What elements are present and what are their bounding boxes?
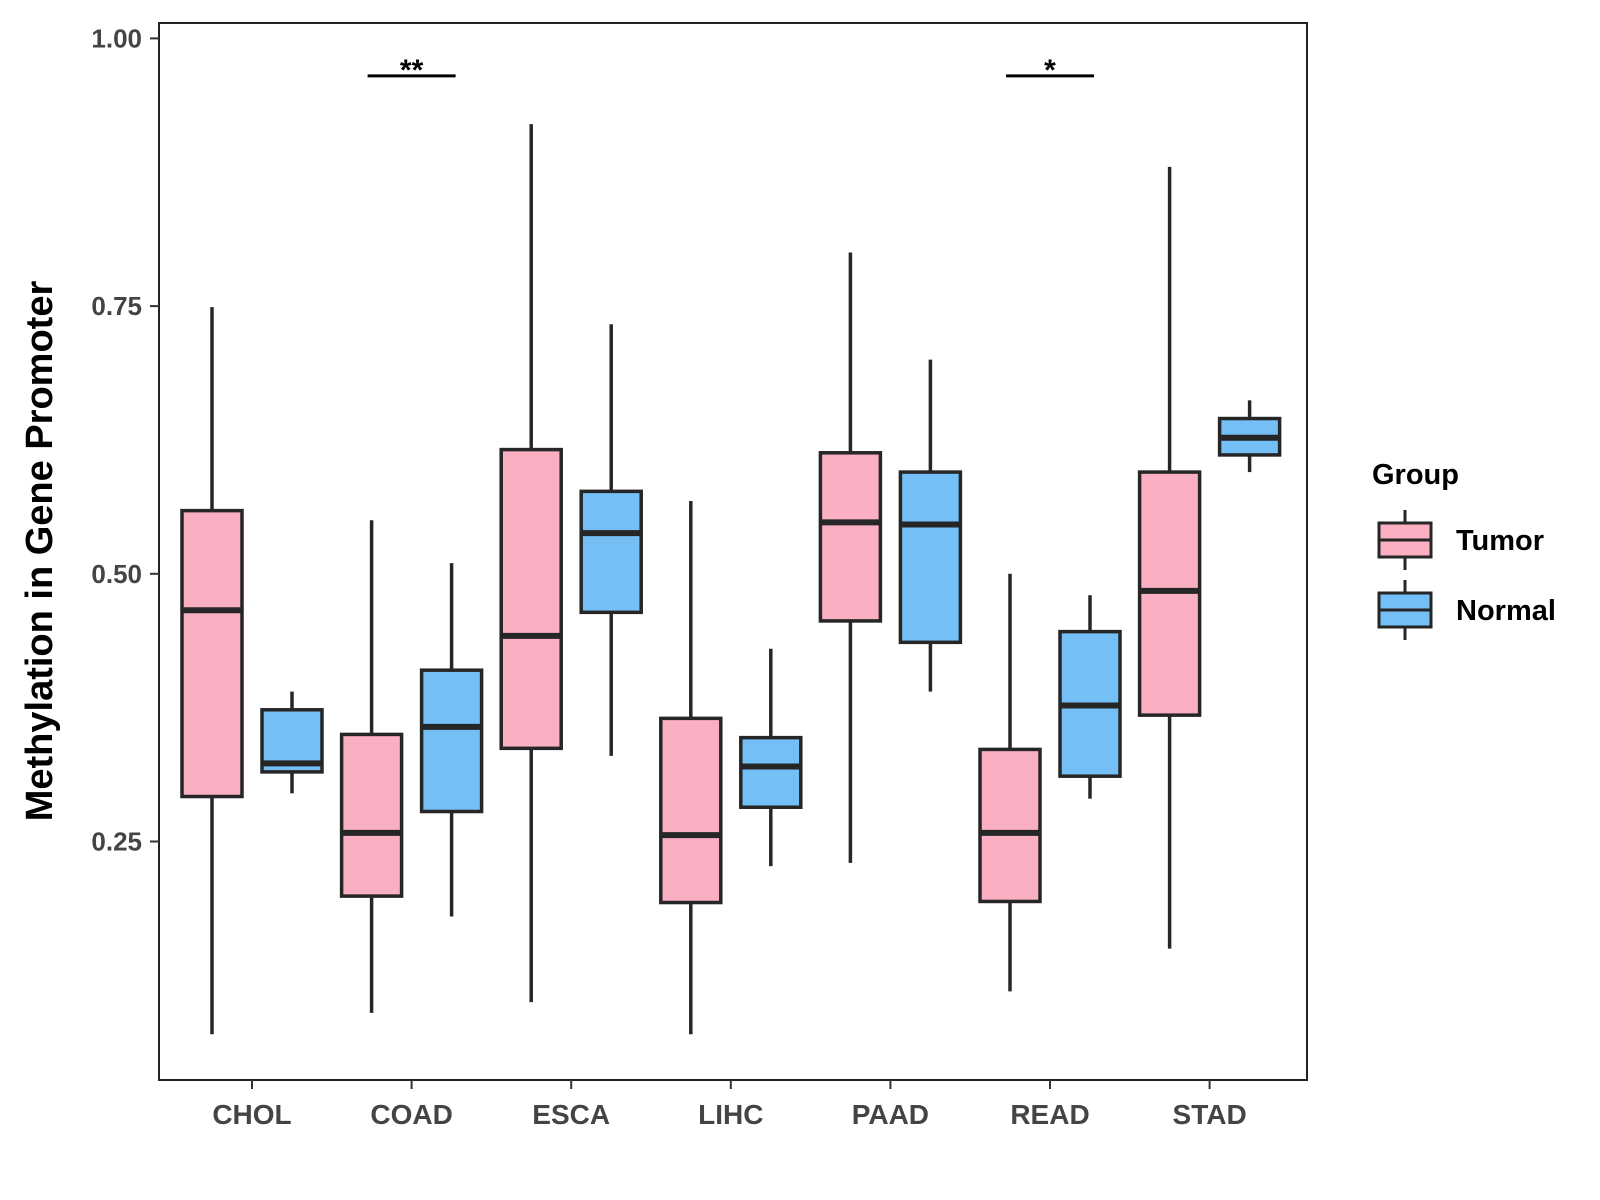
box-iqr (419, 668, 484, 814)
box-tumor-read (978, 573, 1042, 992)
box-iqr (978, 747, 1042, 904)
legend-label: Normal (1456, 595, 1556, 627)
box-layer (180, 124, 1282, 1035)
y-tick-label: 1.00 (91, 23, 142, 53)
x-tick-label: COAD (370, 1099, 452, 1130)
box-normal-esca (579, 324, 643, 756)
box-tumor-coad (339, 520, 404, 1013)
box-normal-coad (419, 563, 484, 917)
y-tick-label: 0.75 (91, 291, 142, 321)
y-axis: 0.25 0.50 0.75 1.00 (91, 23, 159, 857)
box-normal-lihc (739, 648, 803, 867)
box-tumor-paad (818, 252, 883, 863)
legend-item-normal: Normal (1377, 580, 1556, 640)
box-iqr (659, 716, 723, 905)
y-tick-label: 0.50 (91, 559, 142, 589)
legend-label: Tumor (1456, 525, 1544, 557)
box-iqr (579, 489, 643, 615)
y-axis-label: Methylation in Gene Promoter (19, 281, 61, 822)
box-tumor-lihc (659, 500, 723, 1035)
significance-layer: ** * (367, 54, 1094, 87)
x-tick-label: STAD (1173, 1099, 1247, 1130)
box-iqr (180, 508, 244, 799)
box-iqr (339, 732, 404, 898)
significance-label: * (1044, 54, 1056, 87)
plot-panel-border (158, 22, 1308, 1081)
x-tick-label: CHOL (212, 1099, 291, 1130)
box-iqr (499, 447, 563, 751)
x-tick-label: READ (1010, 1099, 1089, 1130)
significance-label: ** (400, 54, 424, 87)
box-tumor-chol (180, 307, 244, 1035)
x-tick-label: PAAD (852, 1099, 929, 1130)
legend: Group Tumor Normal (1372, 459, 1556, 640)
box-iqr (898, 470, 963, 645)
box-iqr (739, 735, 803, 809)
box-tumor-stad (1137, 166, 1202, 949)
box-normal-paad (898, 359, 963, 692)
box-tumor-esca (499, 124, 563, 1003)
box-normal-chol (260, 691, 324, 794)
x-axis: CHOL COAD ESCA LIHC PAAD READ STAD (212, 1080, 1247, 1130)
legend-title: Group (1372, 459, 1459, 491)
x-tick-label: LIHC (698, 1099, 763, 1130)
legend-item-tumor: Tumor (1377, 510, 1544, 570)
box-normal-stad (1217, 400, 1282, 473)
box-normal-read (1058, 595, 1122, 799)
x-tick-label: ESCA (532, 1099, 610, 1130)
y-tick-label: 0.25 (91, 827, 142, 857)
box-iqr (818, 451, 883, 623)
